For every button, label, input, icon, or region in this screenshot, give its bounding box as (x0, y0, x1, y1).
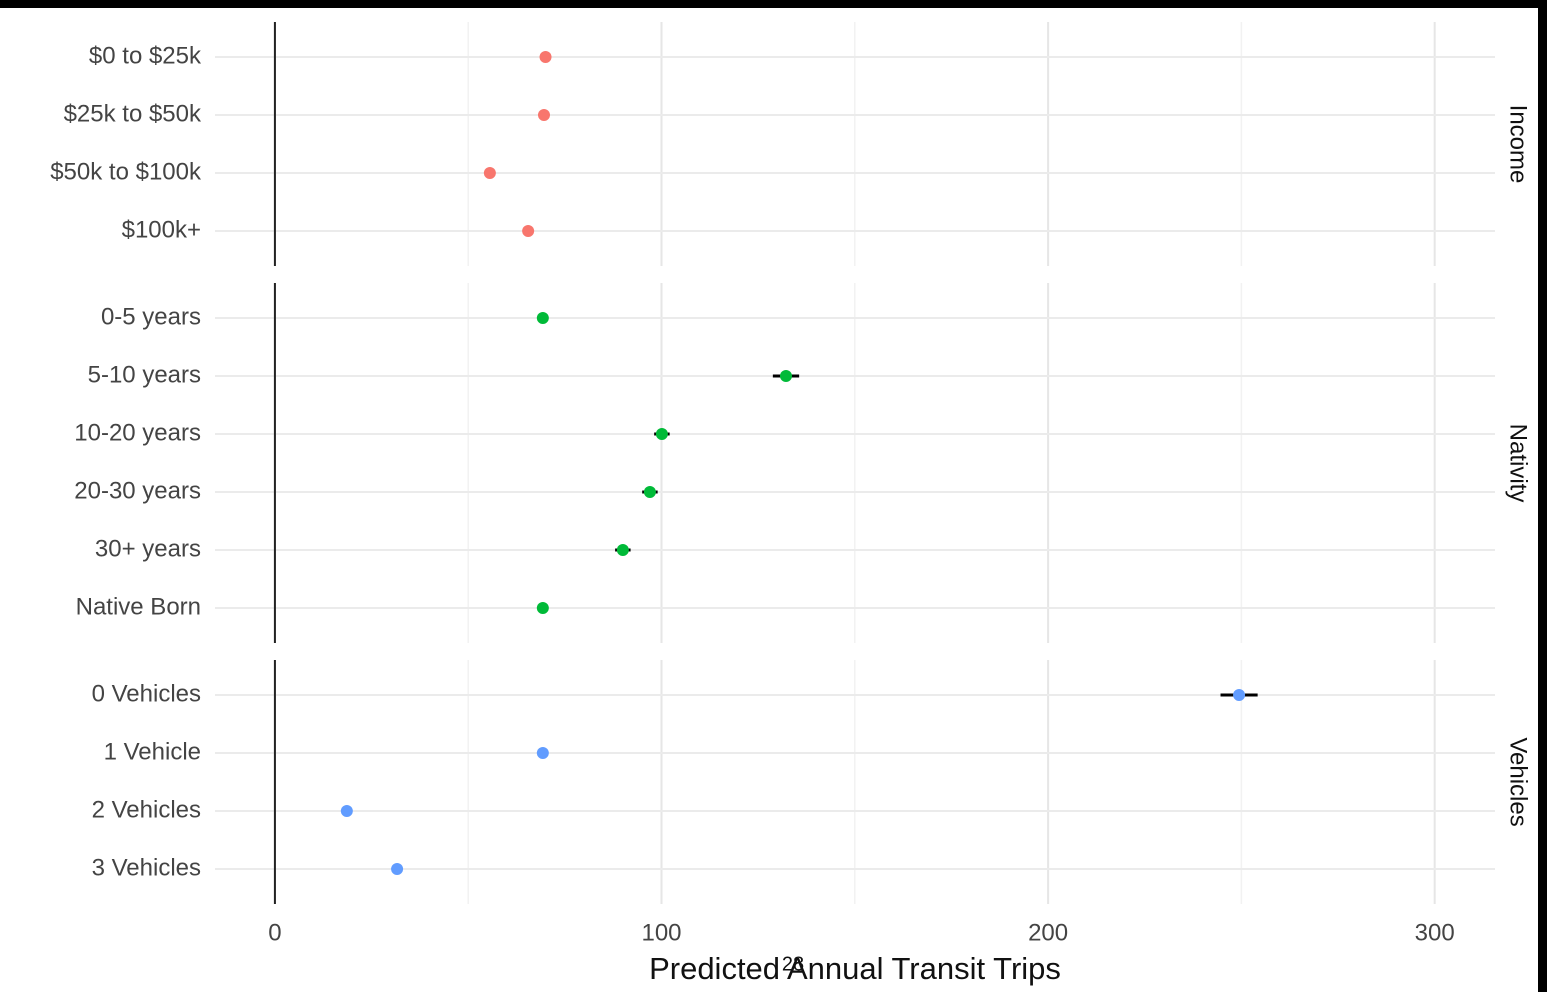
y-tick-label: $25k to $50k (64, 100, 202, 127)
point (655, 428, 668, 440)
y-tick-label: $50k to $100k (50, 158, 202, 185)
marks: Income $0 to $25k $25k to $50k $50k to $100… (50, 22, 1532, 946)
point (536, 312, 549, 324)
y-tick-label: $100k+ (122, 216, 201, 243)
point (340, 805, 353, 817)
y-tick-label: 0-5 years (101, 303, 201, 330)
y-tick-label: 20-30 years (74, 477, 201, 504)
strip-label: Income (1505, 105, 1532, 184)
point (391, 863, 404, 875)
y-tick-label: 2 Vehicles (92, 796, 201, 823)
point (1233, 689, 1246, 701)
grid (215, 22, 1495, 904)
x-axis-title: Predicted Annual Transit Trips (649, 951, 1061, 986)
strip-label: Nativity (1505, 424, 1532, 503)
point (483, 167, 496, 179)
point (536, 602, 549, 614)
y-tick-label: 0 Vehicles (92, 680, 201, 707)
y-tick-label: 1 Vehicle (104, 738, 201, 765)
page-number: 28 (782, 953, 804, 975)
point (779, 370, 792, 382)
x-tick-label: 100 (641, 919, 681, 946)
y-tick-label: Native Born (76, 593, 201, 620)
y-tick-label: 10-20 years (74, 419, 201, 446)
x-tick-label: 300 (1415, 919, 1455, 946)
x-tick-label: 200 (1028, 919, 1068, 946)
x-tick-label: 0 (268, 919, 281, 946)
y-tick-label: $0 to $25k (89, 42, 202, 69)
top-border (0, 0, 1547, 8)
point (522, 225, 535, 237)
right-border (1538, 0, 1547, 992)
point (616, 544, 629, 556)
point (537, 109, 550, 121)
strip-label: Vehicles (1505, 737, 1532, 826)
y-tick-label: 30+ years (95, 535, 201, 562)
point (539, 51, 552, 63)
point (643, 486, 656, 498)
y-tick-label: 3 Vehicles (92, 854, 201, 881)
y-tick-label: 5-10 years (88, 361, 201, 388)
point (536, 747, 549, 759)
